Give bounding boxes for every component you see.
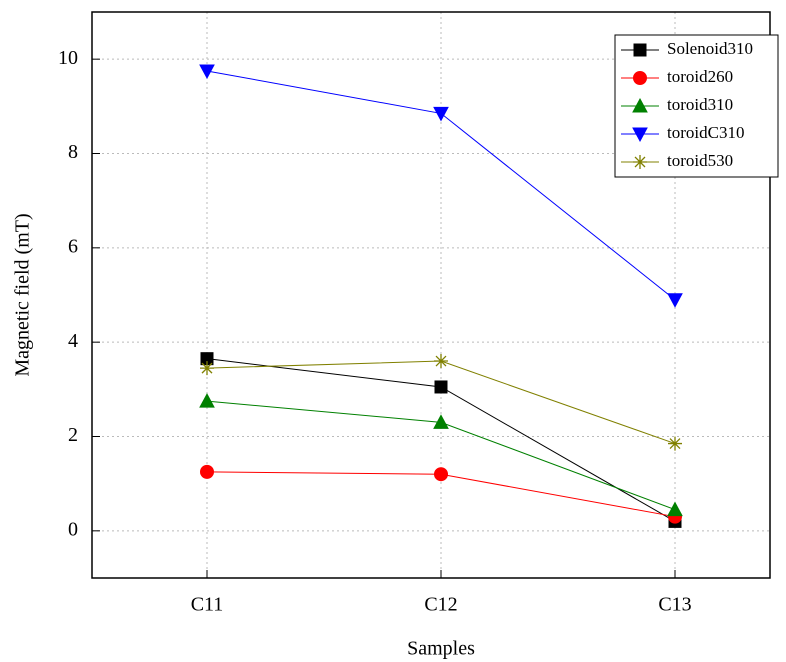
x-tick-label: C13 — [658, 594, 691, 616]
marker — [434, 354, 448, 369]
marker — [433, 414, 449, 429]
marker — [200, 464, 214, 479]
marker — [632, 97, 648, 113]
x-tick-label: C12 — [424, 594, 457, 616]
legend-label: toroid530 — [667, 151, 733, 170]
marker — [667, 293, 683, 308]
legend-label: toroidC310 — [667, 123, 744, 142]
marker — [667, 501, 683, 517]
plot-frame — [91, 11, 771, 579]
marker — [199, 393, 215, 408]
y-axis-label: Magnetic field (mT) — [12, 213, 34, 376]
x-axis-label: Samples — [407, 638, 475, 660]
marker — [434, 467, 448, 482]
x-tick-label: C11 — [191, 594, 224, 616]
marker — [632, 127, 648, 143]
series-line — [206, 70, 676, 301]
y-tick-label: 10 — [58, 47, 78, 69]
y-tick-label: 4 — [68, 330, 78, 352]
marker — [433, 106, 449, 122]
marker — [633, 155, 647, 169]
y-tick-label: 8 — [68, 141, 78, 163]
y-tick-label: 6 — [68, 235, 78, 257]
marker — [434, 380, 448, 394]
legend-label: Solenoid310 — [667, 39, 753, 58]
y-tick-label: 2 — [68, 424, 78, 446]
marker — [199, 64, 215, 80]
marker — [668, 436, 682, 451]
marker — [200, 361, 214, 376]
marker — [633, 71, 647, 85]
legend-label: toroid260 — [667, 67, 733, 86]
marker — [633, 43, 647, 57]
legend-label: toroid310 — [667, 95, 733, 114]
y-tick-label: 0 — [68, 518, 78, 540]
